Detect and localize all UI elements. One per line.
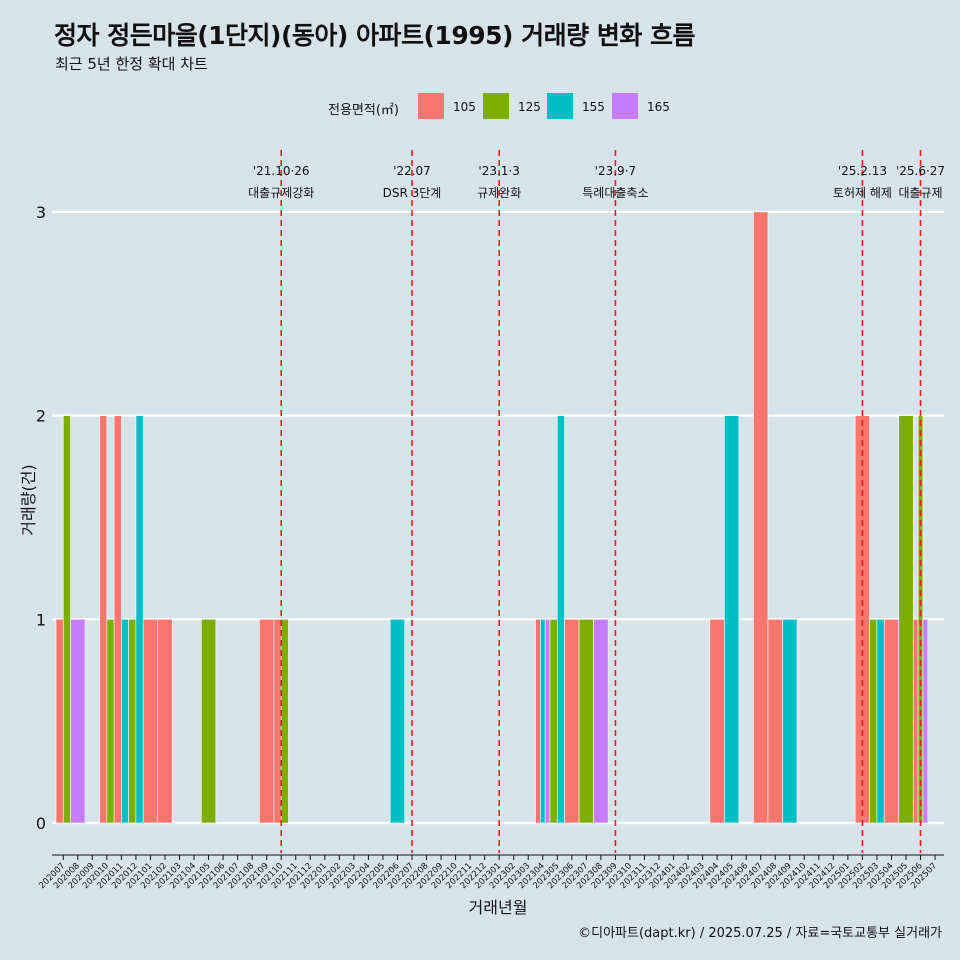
event-date: '23.1·3: [478, 164, 519, 178]
bar-125-202012: [128, 618, 137, 824]
y-tick-label: 0: [36, 814, 46, 833]
bar-155-202012: [135, 415, 144, 824]
legend-label-125: 125: [518, 100, 541, 114]
event-label: 대출규제: [898, 186, 942, 200]
bar-155-202305: [556, 415, 565, 824]
legend-label-155: 155: [582, 100, 605, 114]
event-date: '25.2.13: [838, 164, 887, 178]
bar-125-202505: [898, 415, 914, 824]
bar-105-202304: [535, 618, 541, 824]
chart-subtitle: 최근 5년 한정 확대 차트: [55, 55, 208, 73]
legend-title: 전용면적(㎡): [328, 103, 399, 118]
bar-165-202304: [544, 618, 551, 824]
event-date: '23.9·7: [595, 164, 636, 178]
bar-105-202504: [883, 618, 900, 824]
bar-165-202506: [922, 618, 929, 824]
bar-105-202506: [912, 618, 919, 824]
legend-key-165: [612, 93, 638, 119]
bar-105-202109: [259, 618, 275, 824]
event-date: '21.10·26: [253, 164, 310, 178]
y-tick-label: 2: [36, 407, 46, 426]
bar-105-202408: [767, 618, 783, 824]
bar-125-202307: [578, 618, 594, 824]
x-axis-title: 거래년월: [469, 898, 528, 917]
legend-label-105: 105: [453, 100, 476, 114]
y-tick-label: 1: [36, 610, 46, 629]
bar-155-202503: [876, 618, 885, 824]
legend: 전용면적(㎡) 105 125 155 165: [0, 91, 960, 123]
bar-105-202306: [564, 618, 580, 824]
event-label: 토허제 해제: [833, 186, 892, 200]
bar-155-202011: [121, 618, 129, 824]
bar-105-202101: [142, 618, 159, 824]
bar-105-202407: [753, 211, 769, 824]
bar-105-202102: [157, 618, 173, 824]
bar-125-202305: [549, 618, 558, 824]
source-caption: ©디아파트(dapt.kr) / 2025.07.25 / 자료=국토교통부 실…: [578, 926, 942, 941]
event-label: DSR 3단계: [383, 186, 442, 200]
event-label: 규제완화: [477, 186, 521, 200]
bar-125-202105: [201, 618, 217, 824]
bar-155-202304: [540, 618, 546, 824]
legend-key-125: [483, 93, 509, 119]
bar-155-202206: [389, 618, 406, 824]
legend-label-165: 165: [647, 100, 670, 114]
bar-165-202008: [70, 618, 86, 824]
bar-105-202404: [709, 618, 725, 824]
bar-165-202308: [593, 618, 609, 824]
event-date: '22.07: [393, 164, 431, 178]
bar-125-202007: [62, 415, 71, 824]
bar-105-202110: [273, 618, 282, 824]
chart-title: 정자 정든마을(1단지)(동아) 아파트(1995) 거래량 변화 흐름: [54, 21, 696, 50]
event-label: 특례대출축소: [582, 186, 648, 200]
bar-155-202409: [782, 618, 798, 824]
y-tick-label: 3: [36, 203, 46, 222]
legend-key-105: [418, 93, 444, 119]
bar-155-202405: [724, 415, 740, 824]
event-date: '25.6·27: [896, 164, 945, 178]
bar-105-202011: [113, 415, 122, 824]
bar-105-202007: [55, 618, 64, 824]
bar-125-202010: [106, 618, 115, 824]
event-label: 대출규제강화: [248, 186, 314, 200]
bar-105-202010: [99, 415, 108, 824]
bar-125-202110: [280, 618, 289, 824]
legend-key-155: [547, 93, 573, 119]
y-axis-title: 거래량(건): [19, 464, 38, 535]
bar-125-202503: [869, 618, 878, 824]
